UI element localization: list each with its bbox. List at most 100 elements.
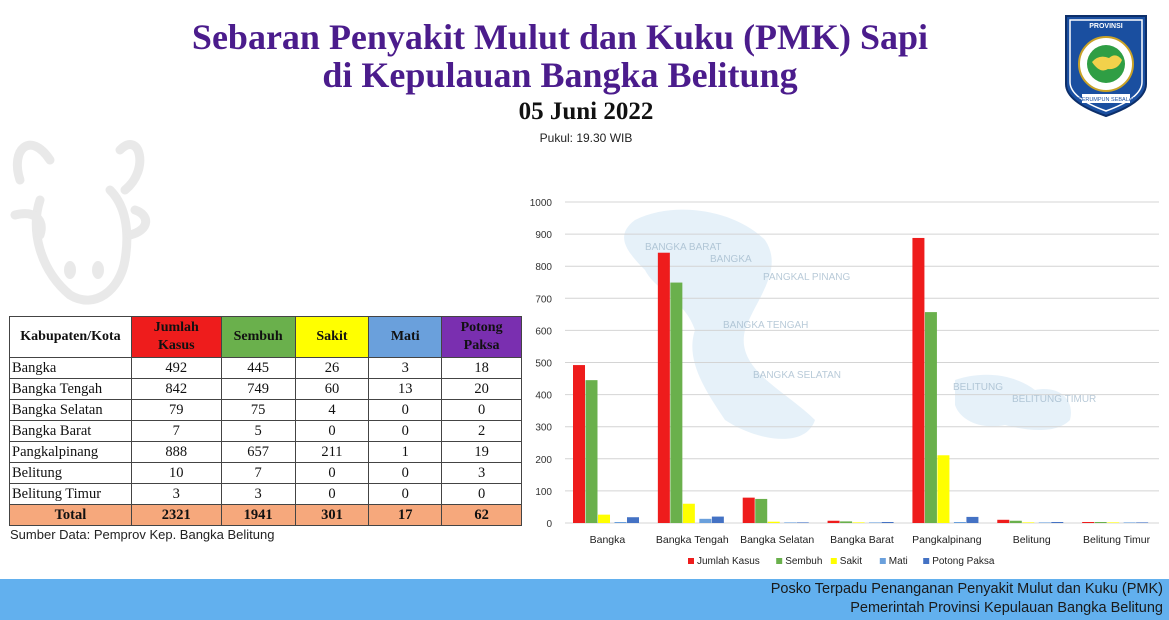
bar-sembuh (1094, 522, 1107, 523)
table-cell: 0 (294, 483, 370, 505)
x-tick-label: Bangka (590, 534, 626, 546)
bar-jumlah-kasus (742, 497, 755, 523)
cow-watermark-icon (10, 140, 151, 305)
legend-swatch (923, 558, 930, 564)
bar-mati (869, 522, 882, 523)
table-cell: 842 (130, 378, 222, 400)
table-cell: 3 (130, 483, 222, 505)
table-cell: 0 (294, 462, 370, 484)
table-cell: 26 (294, 357, 370, 379)
map-shape (955, 374, 1071, 430)
x-tick-label: Belitung (1013, 534, 1051, 546)
legend-label: Mati (889, 556, 908, 567)
table-cell: 2 (441, 420, 522, 442)
bar-jumlah-kasus (912, 237, 925, 523)
bar-sakit (1107, 522, 1120, 523)
table-cell: 0 (368, 399, 443, 421)
table-cell: 13 (368, 378, 443, 400)
table-cell: 0 (368, 420, 443, 442)
legend-swatch (688, 558, 694, 564)
table-cell: 5 (220, 420, 296, 442)
table-cell: 4 (294, 399, 370, 421)
table-row: Bangka Tengah 842 749 60 13 20 (9, 378, 522, 400)
table-cell: Total (9, 504, 132, 526)
table-cell: 3 (441, 462, 522, 484)
table-cell: 0 (368, 462, 443, 484)
table-cell: Belitung (9, 462, 132, 484)
legend-label: Sembuh (785, 556, 822, 567)
legend-swatch (879, 558, 886, 564)
bar-sakit (767, 521, 780, 523)
bar-jumlah-kasus (1082, 522, 1095, 523)
map-label: BELITUNG (953, 382, 1003, 393)
table-cell: 2321 (130, 504, 222, 526)
bar-sakit (598, 514, 610, 523)
y-tick-label: 500 (535, 359, 552, 370)
bar-potong-paksa (881, 522, 894, 523)
y-tick-label: 700 (535, 294, 552, 305)
table-row: Pangkalpinang 888 657 211 1 19 (9, 441, 522, 463)
bar-jumlah-kasus (657, 252, 670, 523)
table-cell: 62 (441, 504, 522, 526)
bar-jumlah-kasus (997, 519, 1010, 523)
report-time: Pukul: 19.30 WIB (539, 131, 633, 145)
report-date: 05 Juni 2022 (518, 98, 654, 125)
footer-line-2: Pemerintah Provinsi Kepulauan Bangka Bel… (850, 600, 1163, 616)
map-label: BANGKA BARAT (645, 242, 722, 253)
bar-mati (784, 522, 797, 523)
table-cell: Pangkalpinang (9, 441, 132, 463)
map-label: BANGKA SELATAN (753, 370, 841, 381)
case-summary-table: Kabupaten/Kota Jumlah Kasus Sembuh Sakit … (9, 316, 522, 526)
col-header-sick: Sakit (294, 316, 370, 358)
y-tick-label: 1000 (530, 198, 553, 209)
table-cell: 211 (294, 441, 370, 463)
table-cell: 0 (441, 483, 522, 505)
title-line-2: di Kepulauan Bangka Belitung (322, 55, 798, 95)
table-cell: Bangka Barat (9, 420, 132, 442)
bar-potong-paksa (711, 516, 724, 523)
table-row: Bangka Barat 7 5 0 0 2 (9, 420, 522, 442)
y-tick-label: 600 (535, 326, 552, 337)
y-tick-label: 900 (535, 230, 552, 241)
table-cell: 7 (130, 420, 222, 442)
bar-potong-paksa (966, 516, 979, 523)
col-header-region: Kabupaten/Kota (9, 316, 132, 358)
x-tick-label: Pangkalpinang (912, 534, 982, 546)
x-tick-label: Bangka Selatan (740, 534, 814, 546)
bar-sembuh (1009, 520, 1022, 523)
table-total-row: Total 2321 1941 301 17 62 (9, 504, 522, 526)
svg-text:SERUMPUN SEBALAI: SERUMPUN SEBALAI (1078, 97, 1134, 103)
col-header-recovered: Sembuh (220, 316, 296, 358)
y-tick-label: 400 (535, 391, 552, 402)
table-cell: 888 (130, 441, 222, 463)
legend-swatch (830, 558, 837, 564)
col-header-culled: Potong Paksa (441, 316, 522, 358)
legend-label: Jumlah Kasus (697, 556, 760, 567)
table-cell: 60 (294, 378, 370, 400)
legend-swatch (776, 558, 783, 564)
table-row: Belitung 10 7 0 0 3 (9, 462, 522, 484)
map-label: BELITUNG TIMUR (1012, 394, 1096, 405)
map-shape (624, 209, 815, 439)
table-cell: 1941 (220, 504, 296, 526)
col-header-dead: Mati (368, 316, 443, 358)
bar-potong-paksa (796, 522, 809, 523)
x-tick-label: Bangka Tengah (656, 534, 729, 546)
logo-top-text: PROVINSI (1089, 23, 1123, 30)
page-title: Sebaran Penyakit Mulut dan Kuku (PMK) Sa… (60, 18, 1060, 94)
y-tick-label: 100 (535, 487, 552, 498)
bar-sembuh (585, 380, 598, 523)
map-label: PANGKAL PINANG (763, 272, 850, 283)
table-cell: 10 (130, 462, 222, 484)
table-row: Bangka Selatan 79 75 4 0 0 (9, 399, 522, 421)
table-cell: 7 (220, 462, 296, 484)
bar-sakit (682, 503, 695, 523)
table-cell: 0 (368, 483, 443, 505)
map-label: BANGKA TENGAH (723, 320, 808, 331)
table-cell: 19 (441, 441, 522, 463)
bar-jumlah-kasus (827, 520, 840, 523)
table-cell: 79 (130, 399, 222, 421)
title-line-1: Sebaran Penyakit Mulut dan Kuku (PMK) Sa… (191, 17, 929, 57)
table-cell: 3 (220, 483, 296, 505)
